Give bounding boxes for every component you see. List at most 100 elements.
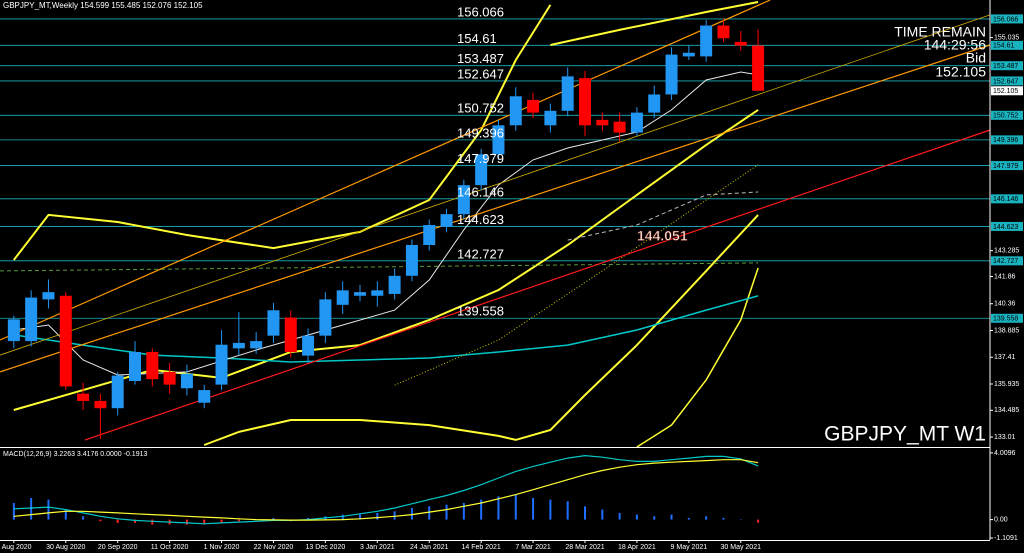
macd-title: MACD(12,26,9) 3.2263 3.4176 0.0000 -0.19… [3,451,147,458]
bid-tag [991,86,1023,96]
level-tag-label: 150.752 [993,113,1018,120]
candle-body [734,41,747,46]
macd-bar [584,506,586,520]
macd-bar [185,519,188,525]
candle-body [7,319,20,342]
macd-bar [64,509,67,520]
candle-body [648,94,661,113]
candle-body [596,119,609,126]
level-tag [991,61,1023,71]
x-tick-label: 3 Jan 2021 [360,544,395,551]
macd-bar [549,499,552,520]
level-tag [991,221,1023,231]
candle-body [336,290,349,305]
level-tag-label: 154.61 [993,43,1015,50]
y-tick-label: 140.36 [994,301,1016,308]
macd-bar [220,519,223,523]
macd-bar [272,517,275,520]
indicator-line [0,14,991,356]
indicator-line [84,129,991,441]
macd-bar [341,514,344,520]
bid-label: Bid [966,50,986,66]
level-label: 154.61 [457,31,497,46]
x-tick-label: 9 Aug 2020 [0,544,32,551]
candle-body [423,225,436,245]
macd-bar [47,499,50,520]
macd-line [13,459,759,521]
y-tick-label: 138.885 [994,327,1019,334]
x-tick-label: 1 Nov 2020 [204,544,240,551]
candle-body [752,45,765,91]
y-tick-label: 134.485 [994,407,1019,414]
candle-body [250,341,263,349]
macd-bar [687,517,690,520]
level-label: 150.752 [457,101,504,116]
candle-body [319,299,332,336]
level-label: 152.647 [457,66,504,81]
level-label: 156.066 [457,4,504,19]
y-tick-label: 143.285 [994,248,1019,255]
candle-body [527,99,540,113]
macd-bar [410,507,413,520]
y-tick-label: 155.035 [994,34,1019,41]
candle-body [613,121,626,133]
candle-body [579,78,591,126]
candle-body [42,292,55,300]
candle-body [388,275,401,294]
x-tick-label: 11 Oct 2020 [151,544,189,551]
candle-body [630,112,643,133]
candle-body [163,371,176,385]
macd-bar [532,497,535,520]
x-tick-label: 14 Feb 2021 [461,544,500,551]
macd-bar [393,511,396,520]
x-tick-label: 9 May 2021 [671,544,708,551]
macd-bar [514,494,517,520]
candle-body [544,110,557,126]
level-tag [991,40,1023,50]
candle-body [475,154,488,186]
level-tag [991,110,1023,120]
indicator-line [0,262,759,272]
x-tick-label: 13 Dec 2020 [306,544,346,551]
level-label: 139.558 [457,304,504,319]
bid-value: 152.105 [935,64,986,80]
level-tag [991,14,1023,24]
macd-bar [376,512,379,520]
candle-body [198,390,211,403]
chart-title: GBPJPY_MT,Weekly 154.599 155.485 152.076… [3,1,203,10]
candle-body [405,244,418,276]
level-label: 147.979 [457,151,504,166]
level-tag-label: 146.146 [993,196,1018,203]
candle-body [354,292,366,296]
macd-bar [618,512,621,520]
indicator-line [0,0,771,341]
macd-bar [722,517,725,520]
macd-bar [82,516,85,520]
candle-body [129,351,141,381]
y-tick-label: 135.935 [994,381,1019,388]
x-tick-label: 24 Jan 2021 [410,544,449,551]
level-tag [991,161,1023,171]
indicator-line [0,44,991,373]
level-tag [991,313,1023,323]
indicator-line [13,71,759,376]
macd-bar [705,516,708,520]
macd-bar [359,514,361,520]
macd-bar [480,499,483,520]
level-label: 153.487 [457,51,504,66]
macd-bar [566,501,569,520]
candle-body [665,54,678,95]
y-tick-label: 133.01 [994,434,1016,441]
candle-body [284,317,297,352]
level-tag-label: 139.558 [993,316,1018,323]
level-label: 144.623 [457,212,504,227]
candle-body [180,373,193,389]
level-tag-label: 153.487 [993,63,1018,70]
candle-body [77,393,90,401]
bid-tag-label: 152.105 [993,88,1018,95]
level-tag-label: 142.727 [993,258,1018,265]
level-tag [991,194,1023,204]
